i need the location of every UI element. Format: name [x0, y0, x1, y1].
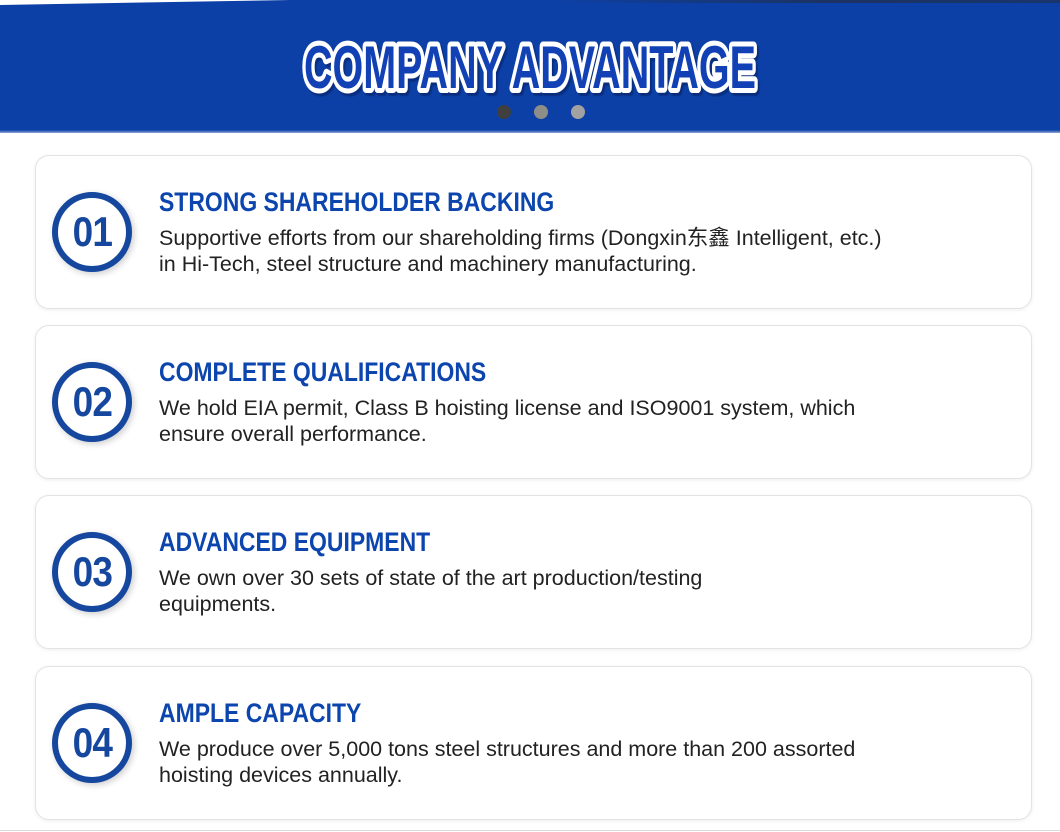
banner-bottom-edge	[0, 130, 1060, 133]
card-body-line1: We own over 30 sets of state of the art …	[159, 566, 703, 590]
card-body-line1: We hold EIA permit, Class B hoisting lic…	[159, 396, 856, 420]
card-text-block: COMPLETE QUALIFICATIONS We hold EIA perm…	[159, 357, 855, 447]
carousel-dot-2[interactable]	[534, 105, 548, 119]
card-body: We produce over 5,000 tons steel structu…	[159, 736, 855, 788]
advantage-card-1: 01 STRONG SHAREHOLDER BACKING Supportive…	[35, 155, 1032, 309]
card-body-line2: ensure overall performance.	[159, 422, 427, 446]
card-number-badge: 03	[52, 532, 132, 612]
card-heading: STRONG SHAREHOLDER BACKING	[159, 187, 555, 217]
carousel-dot-3[interactable]	[571, 105, 585, 119]
banner: COMPANY ADVANTAGE	[0, 0, 1060, 133]
card-body-line2: hoisting devices annually.	[159, 763, 403, 787]
card-text-block: ADVANCED EQUIPMENT We own over 30 sets o…	[159, 527, 702, 617]
card-number-badge: 02	[52, 362, 132, 442]
page-title: COMPANY ADVANTAGE	[304, 34, 756, 101]
card-heading: AMPLE CAPACITY	[159, 698, 362, 728]
card-number: 02	[72, 378, 112, 425]
banner-top-right-edge	[551, 0, 1060, 3]
banner-top-left-wedge	[0, 0, 290, 5]
carousel-dot-1[interactable]	[497, 105, 511, 119]
card-number-badge: 04	[52, 703, 132, 783]
card-number-badge: 01	[52, 192, 132, 272]
card-body: We own over 30 sets of state of the art …	[159, 565, 702, 617]
card-heading: COMPLETE QUALIFICATIONS	[159, 357, 487, 387]
card-body-line2: in Hi-Tech, steel structure and machiner…	[159, 252, 697, 276]
carousel-dots	[497, 105, 585, 119]
card-text-block: STRONG SHAREHOLDER BACKING Supportive ef…	[159, 187, 882, 277]
advantage-card-2: 02 COMPLETE QUALIFICATIONS We hold EIA p…	[35, 325, 1032, 479]
card-text-block: AMPLE CAPACITY We produce over 5,000 ton…	[159, 698, 855, 788]
advantage-card-4: 04 AMPLE CAPACITY We produce over 5,000 …	[35, 666, 1032, 820]
page-bottom-edge	[0, 830, 1060, 831]
card-number: 03	[72, 548, 112, 595]
advantage-card-3: 03 ADVANCED EQUIPMENT We own over 30 set…	[35, 495, 1032, 649]
card-number: 01	[72, 208, 112, 255]
banner-title-graphic: COMPANY ADVANTAGE	[299, 29, 761, 106]
card-body-line2: equipments.	[159, 592, 277, 616]
card-body: Supportive efforts from our shareholding…	[159, 225, 882, 277]
card-heading: ADVANCED EQUIPMENT	[159, 527, 431, 557]
card-number: 04	[72, 719, 112, 766]
card-body-line1: Supportive efforts from our shareholding…	[159, 226, 882, 250]
card-body: We hold EIA permit, Class B hoisting lic…	[159, 395, 855, 447]
card-body-line1: We produce over 5,000 tons steel structu…	[159, 737, 856, 761]
